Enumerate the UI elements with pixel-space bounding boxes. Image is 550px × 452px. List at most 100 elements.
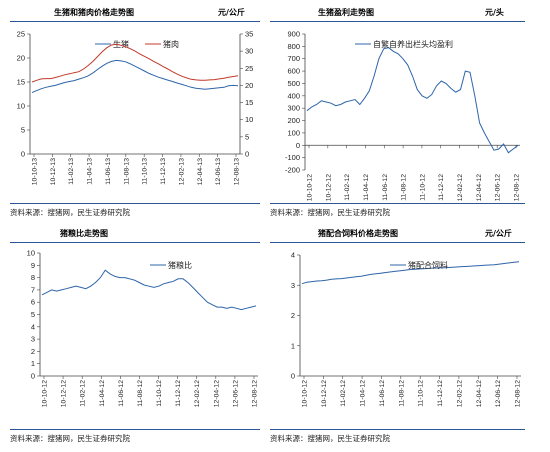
x-tick-label: 12-02-12 <box>456 380 463 407</box>
x-tick-label: 12-04-12 <box>213 380 220 407</box>
y2-tick-label: 30 <box>245 47 253 56</box>
chart-pig-pork-price: 0 5 10 15 20 25 0 5 10 15 20 25 30 35 10-10-13 10-12-13… <box>17 30 254 186</box>
source-note: 资料来源：搜猪网，民生证券研究院 <box>10 208 130 217</box>
chart-unit: 元/公斤 <box>485 229 512 238</box>
y-tick-label: 5 <box>21 126 25 135</box>
y-tick-label: 9 <box>31 261 35 270</box>
x-tick-label: 11-12-12 <box>175 380 182 407</box>
x-tick-label: 11-08-12 <box>401 174 408 201</box>
legend-label: 自繁自养出栏头均盈利 <box>373 39 453 49</box>
source-note: 资料来源：搜猪网，民生证券研究院 <box>10 434 130 443</box>
x-tick-label: 11-02-12 <box>344 174 351 201</box>
y-tick-label: 600 <box>287 67 300 76</box>
x-tick-label: 11-08-12 <box>398 380 405 407</box>
y-tick-label: 700 <box>287 54 300 63</box>
legend-label: 猪粮比 <box>168 260 192 270</box>
chart-title: 生猪盈利走势图 <box>318 8 374 17</box>
y-tick-label: 0 <box>21 150 25 159</box>
y-tick-label: 400 <box>287 91 300 100</box>
x-tick-label: 11-02-12 <box>80 380 87 407</box>
x-tick-label: 12-04-12 <box>476 174 483 201</box>
x-tick-label: 10-10-13 <box>32 158 39 185</box>
y2-tick-label: 15 <box>245 98 253 107</box>
series-line-0 <box>31 59 239 94</box>
y-tick-label: 25 <box>17 30 25 39</box>
y-tick-label: 200 <box>287 116 300 125</box>
title-divider <box>270 21 525 22</box>
x-tick-label: 11-04-12 <box>99 380 106 407</box>
y-tick-label: 3 <box>291 281 295 290</box>
x-tick-label: 11-04-12 <box>360 380 367 407</box>
x-tick-label: 10-12-12 <box>61 380 68 407</box>
x-tick-label: 12-06-12 <box>495 174 502 201</box>
x-tick-label: 11-10-12 <box>418 380 425 407</box>
y-tick-label: 4 <box>31 322 35 331</box>
y-tick-label: 0 <box>296 141 300 150</box>
x-tick-label: 12-08-12 <box>514 174 521 201</box>
x-tick-label: 11-06-12 <box>118 380 125 407</box>
y-tick-label: 5 <box>31 310 35 319</box>
legend-label: 猪配合饲料 <box>408 260 448 270</box>
y-tick-label: 2 <box>291 311 295 320</box>
x-tick-label: 11-04-12 <box>363 174 370 201</box>
x-tick-label: 11-10-13 <box>142 158 149 185</box>
x-tick-label: 11-06-12 <box>382 174 389 201</box>
x-tick-label: 11-02-13 <box>68 158 75 185</box>
x-tick-label: 11-10-12 <box>156 380 163 407</box>
chart-pig-grain-ratio: 0 1 2 3 4 5 6 7 8 9 10 10-10-12 10-12-12 11-02-12 11-0… <box>27 249 259 408</box>
x-tick-label: 12-02-12 <box>457 174 464 201</box>
y2-tick-label: 5 <box>245 132 249 141</box>
y2-tick-label: 25 <box>245 64 253 73</box>
x-tick-label: 11-12-12 <box>437 380 444 407</box>
x-tick-label: 10-10-12 <box>307 174 314 201</box>
y-tick-label: 6 <box>31 298 35 307</box>
y-tick-label: 0 <box>291 372 295 381</box>
y-tick-label: 2 <box>31 347 35 356</box>
source-note: 资料来源：搜猪网，民生证券研究院 <box>270 208 390 217</box>
title-divider <box>10 21 260 22</box>
x-tick-label: 11-06-12 <box>379 380 386 407</box>
x-tick-label: 10-12-12 <box>321 380 328 407</box>
y-tick-label: 0 <box>31 372 35 381</box>
y-tick-label: 100 <box>287 128 300 137</box>
y-tick-label: 1 <box>291 341 295 350</box>
chart-feed-price: 0 1 2 3 4 10-10-12 10-12-12 11-02-12 11-04-12 11-… <box>291 251 522 408</box>
x-tick-label: 12-06-13 <box>215 158 222 185</box>
x-tick-label: 10-12-13 <box>50 158 57 185</box>
x-tick-label: 10-12-12 <box>325 174 332 201</box>
y2-tick-label: 10 <box>245 115 253 124</box>
series-line-0 <box>41 269 257 311</box>
y-tick-label: 10 <box>17 102 25 111</box>
y-tick-label: 8 <box>31 273 35 282</box>
x-tick-label: 10-10-12 <box>42 380 49 407</box>
title-divider <box>10 242 260 243</box>
chart-title: 生猪和猪肉价格走势图 <box>54 8 134 17</box>
x-tick-label: 10-10-12 <box>302 380 309 407</box>
series-line-0 <box>306 47 519 154</box>
y-tick-label: 300 <box>287 104 300 113</box>
y-tick-label: 15 <box>17 78 25 87</box>
chart-unit: 元/公斤 <box>218 8 245 17</box>
x-tick-label: 12-04-13 <box>197 158 204 185</box>
y2-tick-label: 35 <box>245 30 253 39</box>
y-tick-label: 20 <box>17 54 25 63</box>
y-tick-label: -100 <box>285 153 300 162</box>
y-tick-label: 800 <box>287 42 300 51</box>
chart-title: 猪粮比走势图 <box>60 229 108 238</box>
source-note: 资料来源：搜猪网，民生证券研究院 <box>270 434 390 443</box>
x-tick-label: 12-08-13 <box>234 158 241 185</box>
y-tick-label: 900 <box>287 30 300 39</box>
y2-tick-label: 20 <box>245 81 253 90</box>
x-tick-label: 11-04-13 <box>87 158 94 185</box>
x-tick-label: 11-08-13 <box>123 158 130 185</box>
chart-title: 猪配合饲料价格走势图 <box>318 229 398 238</box>
y2-tick-label: 0 <box>245 150 249 159</box>
x-tick-label: 12-04-12 <box>476 380 483 407</box>
y-tick-label: 4 <box>291 251 295 260</box>
source-divider <box>10 429 260 430</box>
x-tick-label: 12-02-13 <box>178 158 185 185</box>
series-line-0 <box>301 261 520 285</box>
chart-unit: 元/头 <box>485 8 504 17</box>
y-tick-label: 10 <box>27 249 35 258</box>
x-tick-label: 11-10-12 <box>419 174 426 201</box>
